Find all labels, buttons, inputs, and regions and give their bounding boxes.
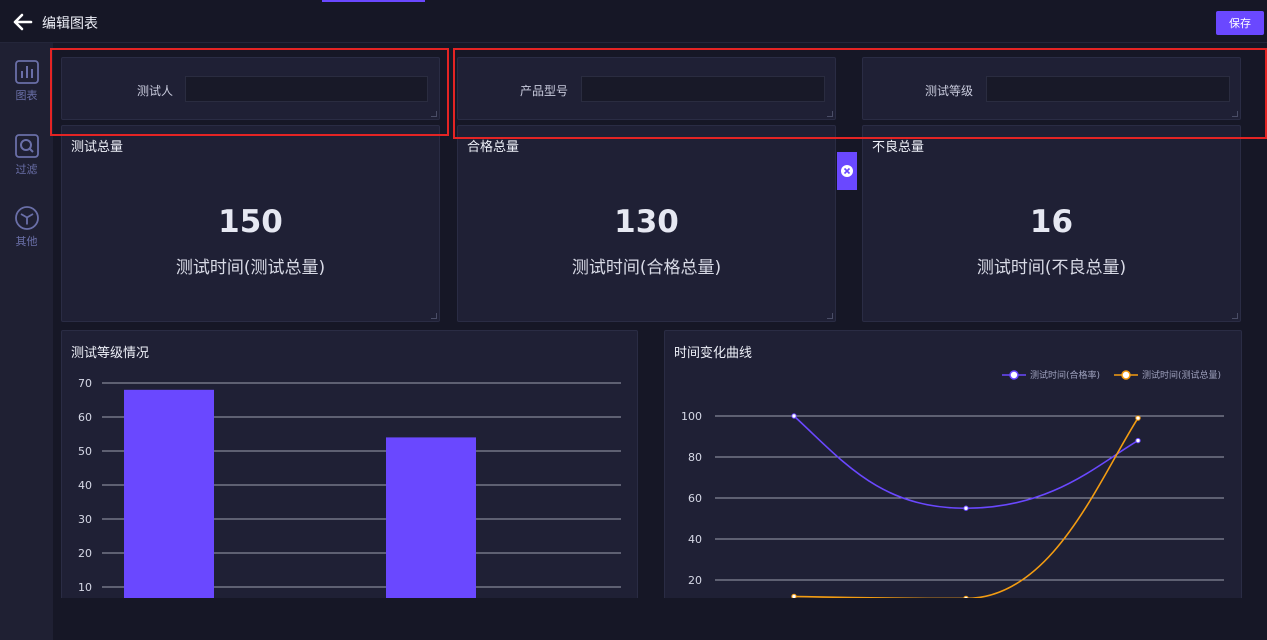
bar [124,389,214,598]
y-tick-label: 50 [78,445,92,458]
sidebar-item-label: 图表 [15,89,38,102]
stat-title: 测试总量 [71,140,124,155]
sidebar-item-filter[interactable]: 过滤 [0,133,53,193]
chart-title: 测试等级情况 [71,346,150,361]
stat-card-defect[interactable]: 不良总量 16 测试时间(不良总量) [862,125,1241,322]
bottom-bar [53,598,1267,640]
y-tick-label: 60 [688,492,702,505]
stat-label: 测试时间(不良总量) [976,258,1127,278]
filter-label: 测试等级 [925,84,974,98]
dashboard-canvas: 测试人 产品型号 测试等级 测试总量 150 测试时间(测试总量) 合格总量 1… [53,43,1267,598]
product-model-input[interactable] [581,76,825,102]
legend-marker [1009,370,1019,380]
sidebar: 图表 过滤 其他 [0,43,53,640]
bar-chart-icon [14,60,39,84]
test-level-input[interactable] [986,76,1230,102]
data-point [791,413,797,419]
line-chart: 20 40 60 80 100 测试时间(合格率) 测试时间(测试总量) [681,369,1224,598]
filter-label: 产品型号 [520,84,569,98]
stat-title: 合格总量 [467,140,520,155]
header: 编辑图表 保存 [0,2,1267,43]
y-tick-label: 20 [688,574,702,587]
stat-title: 不良总量 [872,140,925,155]
y-tick-label: 30 [78,513,92,526]
stat-value: 16 [1029,204,1074,240]
legend-label: 测试时间(合格率) [1030,369,1100,381]
resize-handle[interactable] [1232,313,1238,319]
cube-icon [14,206,39,230]
top-accent-bar [322,0,425,2]
stat-label: 测试时间(合格总量) [571,258,722,278]
data-point [1135,415,1141,421]
remove-widget-button[interactable] [837,152,857,190]
stat-card-total[interactable]: 测试总量 150 测试时间(测试总量) [61,125,440,322]
y-tick-label: 40 [78,479,92,492]
series-line [793,417,1139,598]
sidebar-item-other[interactable]: 其他 [0,205,53,265]
resize-handle[interactable] [431,111,437,117]
resize-handle[interactable] [431,313,437,319]
y-tick-label: 10 [78,581,92,594]
series-line [793,415,1139,510]
bar [386,437,476,598]
sidebar-item-chart[interactable]: 图表 [0,59,53,119]
resize-handle[interactable] [827,313,833,319]
filter-card-tester[interactable]: 测试人 [61,57,440,120]
legend-label: 测试时间(测试总量) [1142,369,1221,381]
y-tick-label: 70 [78,377,92,390]
resize-handle[interactable] [1232,111,1238,117]
stat-label: 测试时间(测试总量) [175,258,326,278]
back-arrow-icon[interactable] [12,12,34,32]
stat-value: 130 [614,204,679,240]
data-point [963,595,969,598]
y-tick-label: 80 [688,451,702,464]
y-tick-label: 20 [78,547,92,560]
chart-card-time-curve[interactable]: 时间变化曲线 20 40 60 80 100 测试时间(合格率) 测试时间(测试总量) [664,330,1242,598]
y-tick-label: 100 [681,410,702,423]
filter-card-product-model[interactable]: 产品型号 [457,57,836,120]
close-circle-icon [841,165,853,177]
data-point [963,505,969,511]
tester-input[interactable] [185,76,428,102]
page-title: 编辑图表 [42,16,98,32]
chart-title: 时间变化曲线 [674,346,753,361]
filter-label: 测试人 [137,84,174,98]
stat-value: 150 [218,204,283,240]
data-point [791,593,797,598]
bar-chart: 10 20 30 40 50 60 70 [78,377,621,598]
sidebar-item-label: 过滤 [15,163,38,176]
save-button[interactable]: 保存 [1216,11,1264,35]
resize-handle[interactable] [827,111,833,117]
chart-card-test-level[interactable]: 测试等级情况 10 20 30 40 50 60 70 [61,330,638,598]
y-tick-label: 60 [78,411,92,424]
data-point [1135,437,1141,444]
stat-card-pass[interactable]: 合格总量 130 测试时间(合格总量) [457,125,836,322]
sidebar-item-label: 其他 [15,235,38,248]
y-tick-label: 40 [688,533,702,546]
filter-card-test-level[interactable]: 测试等级 [862,57,1241,120]
search-icon [14,134,39,158]
legend-marker [1121,370,1131,380]
